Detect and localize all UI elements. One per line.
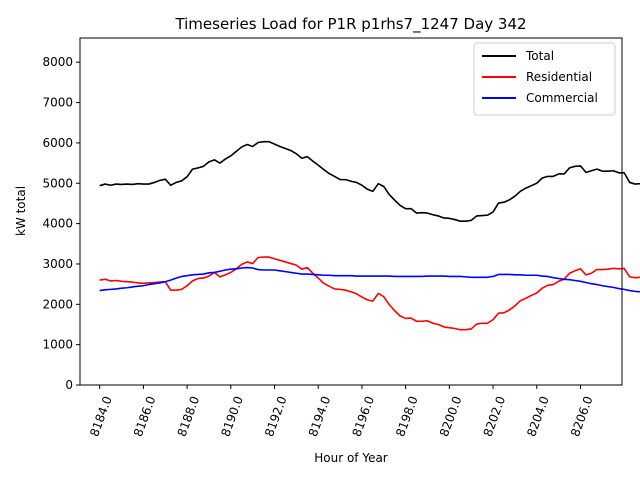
y-tick-label: 6000	[42, 136, 73, 150]
series-line-commercial	[99, 266, 640, 293]
y-tick-label: 0	[65, 378, 73, 392]
y-tick-label: 8000	[42, 55, 73, 69]
plot-frame	[79, 37, 623, 386]
y-tick-label: 2000	[42, 297, 73, 311]
x-axis-label: Hour of Year	[314, 451, 388, 465]
legend-label-total: Total	[525, 49, 554, 63]
y-tick-label: 7000	[42, 96, 73, 110]
series-line-total	[99, 140, 640, 222]
series-line-residential	[99, 256, 640, 331]
y-axis: 0 1000 2000 3000 4000 5000 6000 7000 8000	[42, 55, 80, 392]
y-tick-label: 1000	[42, 338, 73, 352]
legend-label-commercial: Commercial	[526, 91, 598, 105]
legend: Total Residential Commercial	[473, 42, 616, 116]
y-tick-label: 3000	[42, 257, 73, 271]
y-tick-label: 4000	[42, 217, 73, 231]
legend-label-residential: Residential	[526, 70, 592, 84]
series-layer	[99, 140, 640, 331]
y-axis-label: kW total	[14, 186, 28, 236]
chart-title: Timeseries Load for P1R p1rhs7_1247 Day …	[174, 15, 526, 34]
y-tick-label: 5000	[42, 176, 73, 190]
